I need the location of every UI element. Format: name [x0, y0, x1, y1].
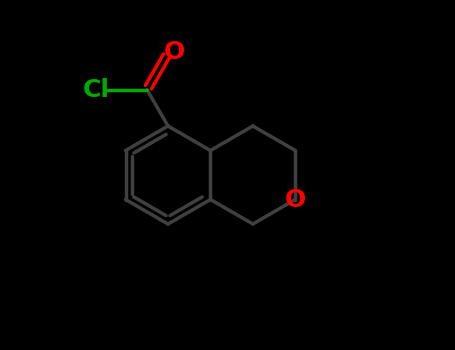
Text: O: O — [285, 188, 306, 211]
Text: O: O — [164, 40, 185, 63]
Text: Cl: Cl — [83, 78, 110, 102]
